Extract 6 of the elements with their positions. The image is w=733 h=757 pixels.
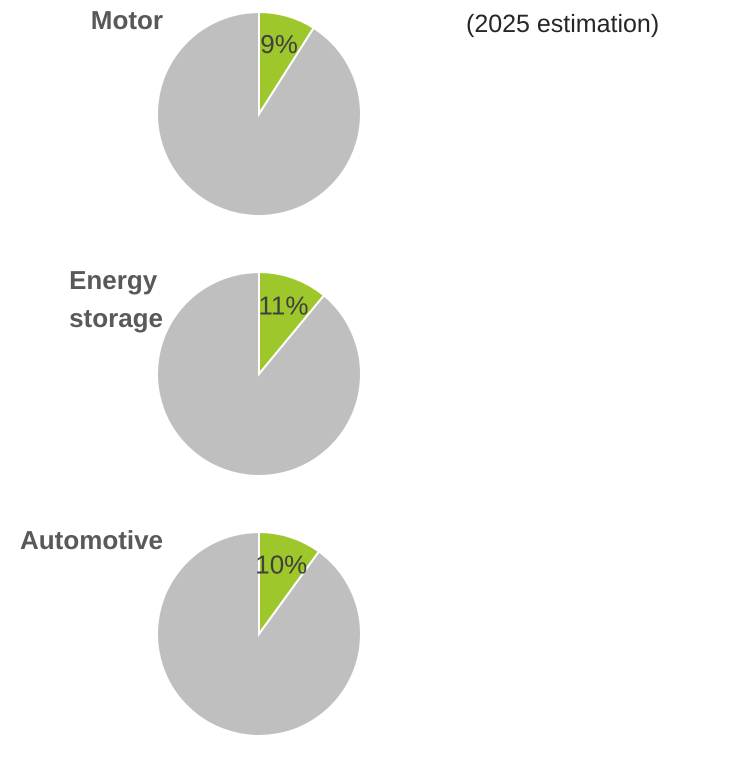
data-label: 11% [258,290,308,320]
chart-title: Energy storage [69,265,163,333]
chart-title: Automotive [20,525,163,555]
text: (2025 estimation) [466,10,660,39]
data-label: 9% [260,28,298,59]
chart-title: Motor [90,5,164,35]
